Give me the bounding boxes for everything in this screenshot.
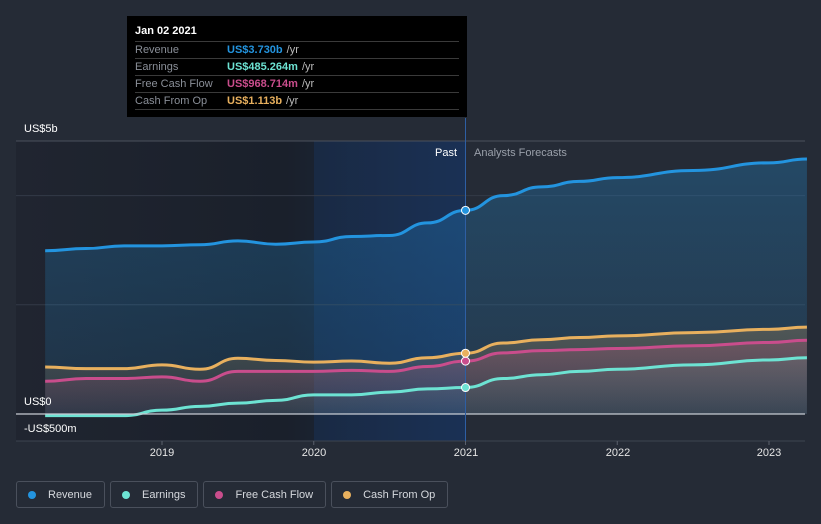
x-tick-label: 2020	[301, 447, 327, 459]
tooltip-label: Free Cash Flow	[135, 78, 213, 90]
past-label: Past	[435, 147, 458, 159]
revenue-line	[45, 157, 807, 253]
y-tick-label: -US$500m	[24, 423, 77, 435]
legend-item-free-cash-flow[interactable]: Free Cash Flow	[203, 481, 327, 508]
y-tick-label: US$5b	[24, 123, 58, 135]
tooltip-date: Jan 02 2021	[135, 24, 459, 42]
tooltip-row-cash-from-op: Cash From Op US$1.113b /yr	[135, 93, 459, 110]
tooltip-value: US$968.714m	[227, 78, 298, 90]
cash-from-op-line	[45, 325, 807, 371]
free-cash-flow-dot-icon	[215, 490, 224, 499]
free-cash-flow-point	[461, 356, 470, 366]
tooltip-value: US$485.264m	[227, 61, 298, 73]
cash-from-op-dot-icon	[343, 490, 352, 499]
tooltip: Jan 02 2021 Revenue US$3.730b /yr Earnin…	[127, 16, 467, 117]
legend: Revenue Earnings Free Cash Flow Cash Fro…	[16, 481, 449, 508]
legend-item-earnings[interactable]: Earnings	[110, 481, 199, 508]
cash-from-op-point	[461, 348, 470, 358]
tooltip-unit: /yr	[286, 44, 299, 56]
tooltip-row-free-cash-flow: Free Cash Flow US$968.714m /yr	[135, 76, 459, 93]
tooltip-row-earnings: Earnings US$485.264m /yr	[135, 59, 459, 76]
legend-label: Revenue	[48, 488, 93, 501]
earnings-line	[45, 356, 807, 418]
x-tick-label: 2022	[605, 447, 631, 459]
free-cash-flow-line	[45, 338, 807, 383]
y-tick-label: US$0	[24, 396, 52, 408]
tooltip-label: Earnings	[135, 61, 179, 73]
tooltip-row-revenue: Revenue US$3.730b /yr	[135, 42, 459, 59]
legend-item-revenue[interactable]: Revenue	[16, 481, 106, 508]
tooltip-label: Cash From Op	[135, 95, 208, 107]
earnings-point	[461, 383, 470, 393]
revenue-point	[461, 205, 470, 215]
tooltip-value: US$1.113b	[227, 95, 283, 107]
x-tick-label: 2019	[149, 447, 175, 459]
legend-label: Earnings	[142, 488, 186, 501]
forecast-label: Analysts Forecasts	[474, 147, 567, 159]
legend-label: Free Cash Flow	[235, 488, 314, 501]
tooltip-value: US$3.730b	[227, 44, 283, 56]
legend-label: Cash From Op	[363, 488, 436, 501]
legend-item-cash-from-op[interactable]: Cash From Op	[331, 481, 449, 508]
tooltip-unit: /yr	[301, 61, 315, 73]
x-tick-label: 2023	[756, 447, 782, 459]
tooltip-unit: /yr	[286, 95, 299, 107]
x-tick-label: 2021	[453, 447, 479, 459]
earnings-dot-icon	[122, 490, 131, 499]
tooltip-label: Revenue	[135, 44, 180, 56]
tooltip-unit: /yr	[301, 78, 315, 90]
revenue-dot-icon	[28, 490, 36, 499]
